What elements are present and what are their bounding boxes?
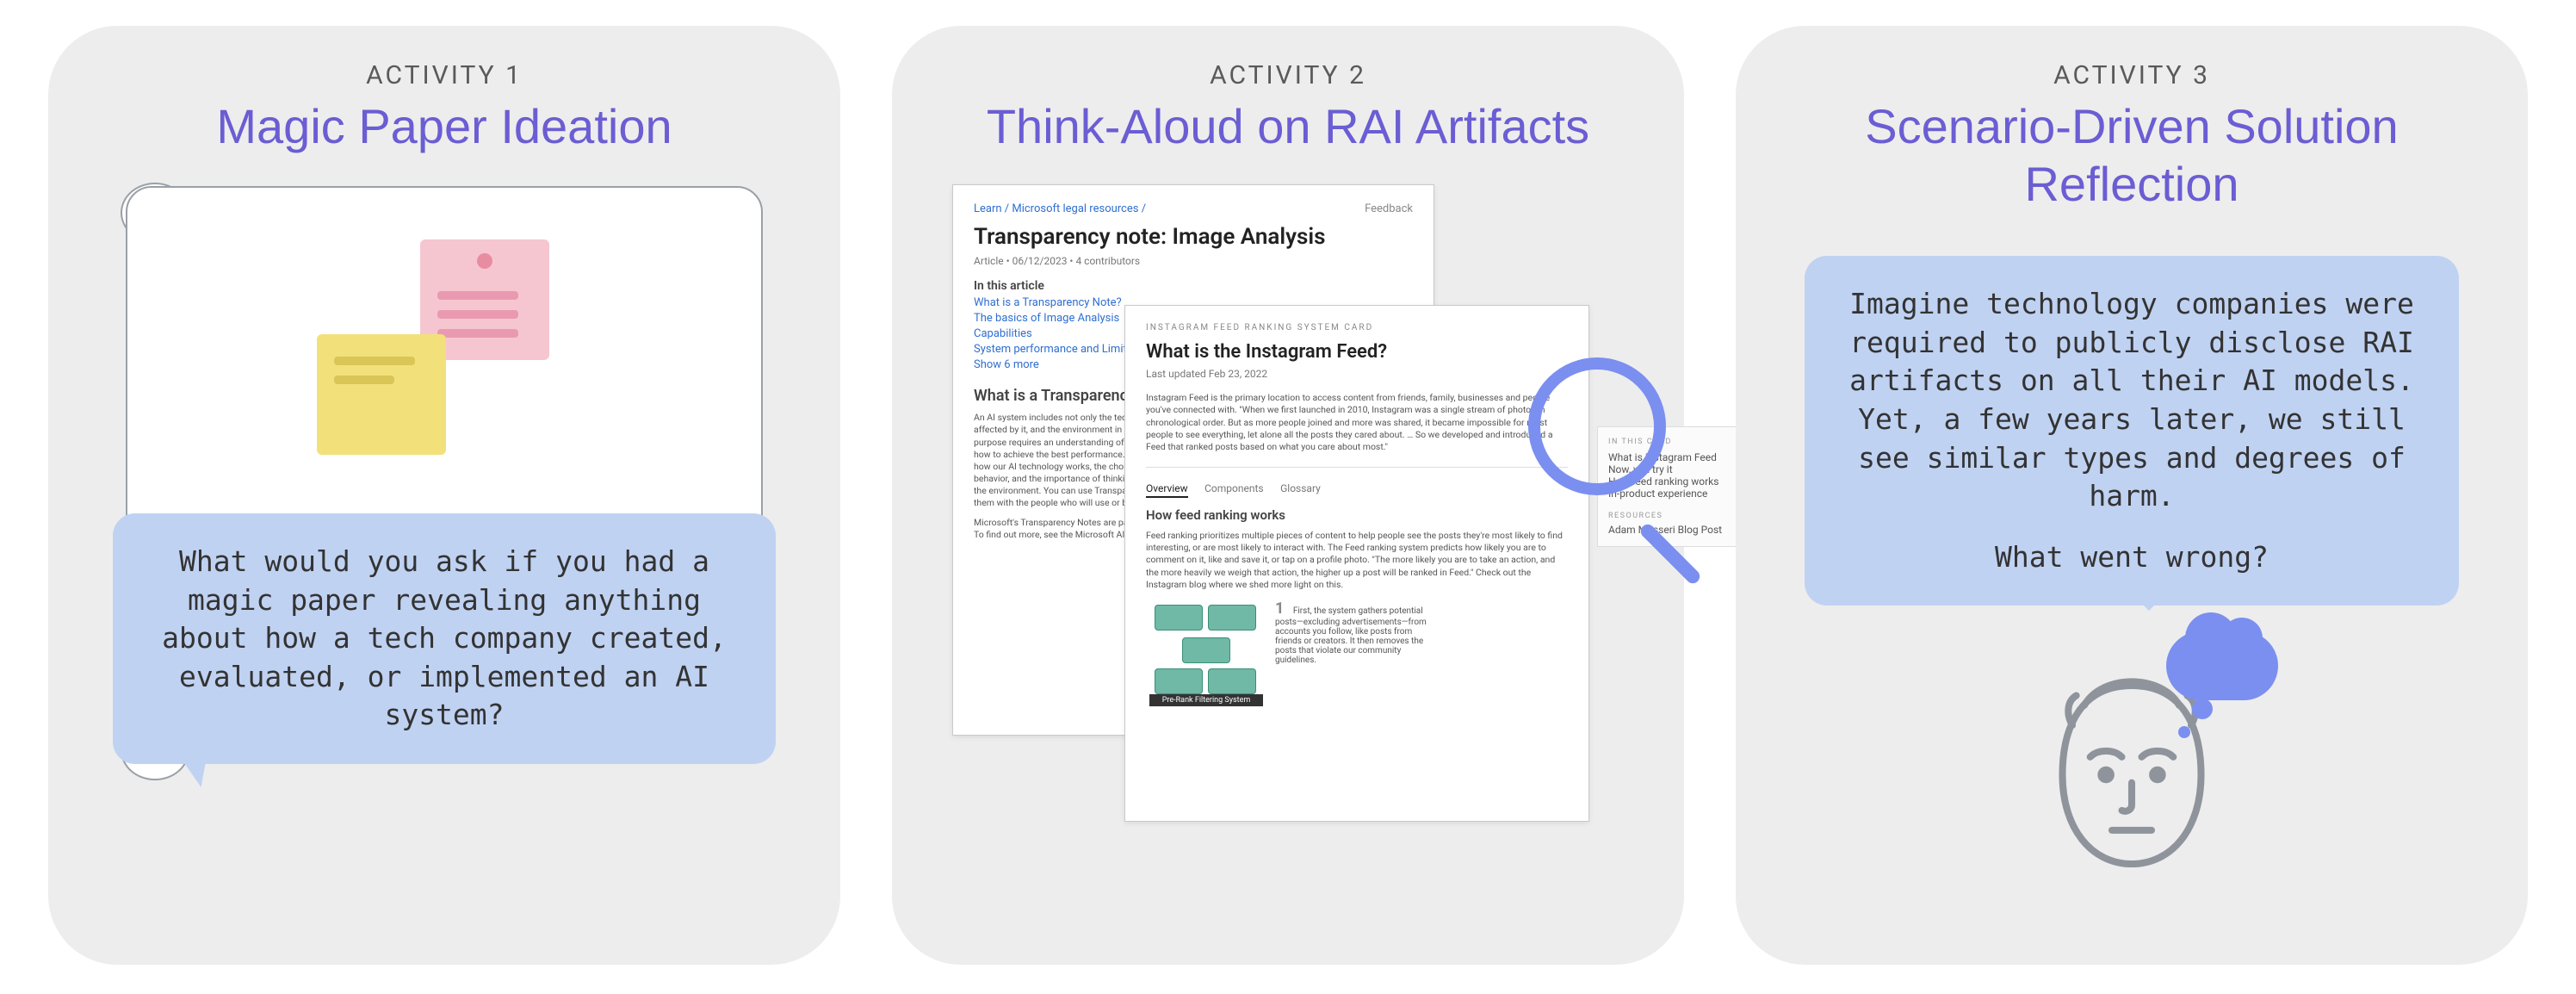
system-card-doc: INSTAGRAM FEED RANKING SYSTEM CARD What … [1124,305,1589,822]
doc-meta: Article • 06/12/2023 • 4 contributors [974,255,1413,267]
doc-heading: What is the Instagram Feed? [1146,341,1568,363]
step-body: First, the system gathers potential post… [1275,606,1427,665]
scenario-text: Imagine technology companies were requir… [1844,285,2419,515]
speech-bubble: Imagine technology companies were requir… [1805,256,2459,606]
activity-panel-1: ACTIVITY 1 Magic Paper Ideation What wou… [48,26,840,965]
magnifier-icon [1528,357,1700,530]
doc-paragraph: Instagram Feed is the primary location t… [1146,392,1568,453]
speech-bubble: What would you ask if you had a magic pa… [113,513,776,764]
ranking-diagram: Pre-Rank Filtering System 1 First, the s… [1146,600,1568,703]
activity-title: Magic Paper Ideation [216,97,672,155]
activity-title: Think-Aloud on RAI Artifacts [987,97,1589,155]
activity-label: ACTIVITY 2 [1210,60,1366,90]
diagram-banner: Pre-Rank Filtering System [1149,694,1263,706]
tab: Glossary [1280,482,1321,494]
step-number: 1 [1275,600,1284,618]
breadcrumb: Learn / Microsoft legal resources / [974,202,1146,215]
tab: Overview [1146,482,1188,498]
diagram-thumb: Pre-Rank Filtering System [1146,600,1266,703]
thought-bubble-icon [2166,631,2278,700]
doc-section-heading: How feed ranking works [1146,507,1568,523]
doc-heading: Transparency note: Image Analysis [974,224,1413,250]
paper-body [126,186,763,548]
activity-label: ACTIVITY 3 [2053,60,2210,90]
doc-paragraph: Feed ranking prioritizes multiple pieces… [1146,530,1568,591]
activity-label: ACTIVITY 1 [366,60,523,90]
doc-tabs: Overview Components Glossary [1146,481,1568,495]
magic-paper-scroll [126,186,763,548]
document-stack: Learn / Microsoft legal resources / Feed… [952,184,1624,839]
diagram-step-text: 1 First, the system gathers potential po… [1275,600,1430,665]
activity-title: Scenario-Driven Solution Reflection [1779,97,2485,213]
sticky-note-icon [317,334,446,455]
activity-panel-3: ACTIVITY 3 Scenario-Driven Solution Refl… [1736,26,2528,965]
doc-kicker: INSTAGRAM FEED RANKING SYSTEM CARD [1146,323,1568,332]
doc-section-heading: In this article [974,279,1413,293]
doc-meta: Last updated Feb 23, 2022 [1146,368,1568,380]
activity-panel-2: ACTIVITY 2 Think-Aloud on RAI Artifacts … [892,26,1684,965]
thinking-figure [1779,666,2485,887]
tab: Components [1204,482,1264,494]
scenario-question: What went wrong? [1844,538,2419,577]
feedback-link: Feedback [1365,202,1413,215]
